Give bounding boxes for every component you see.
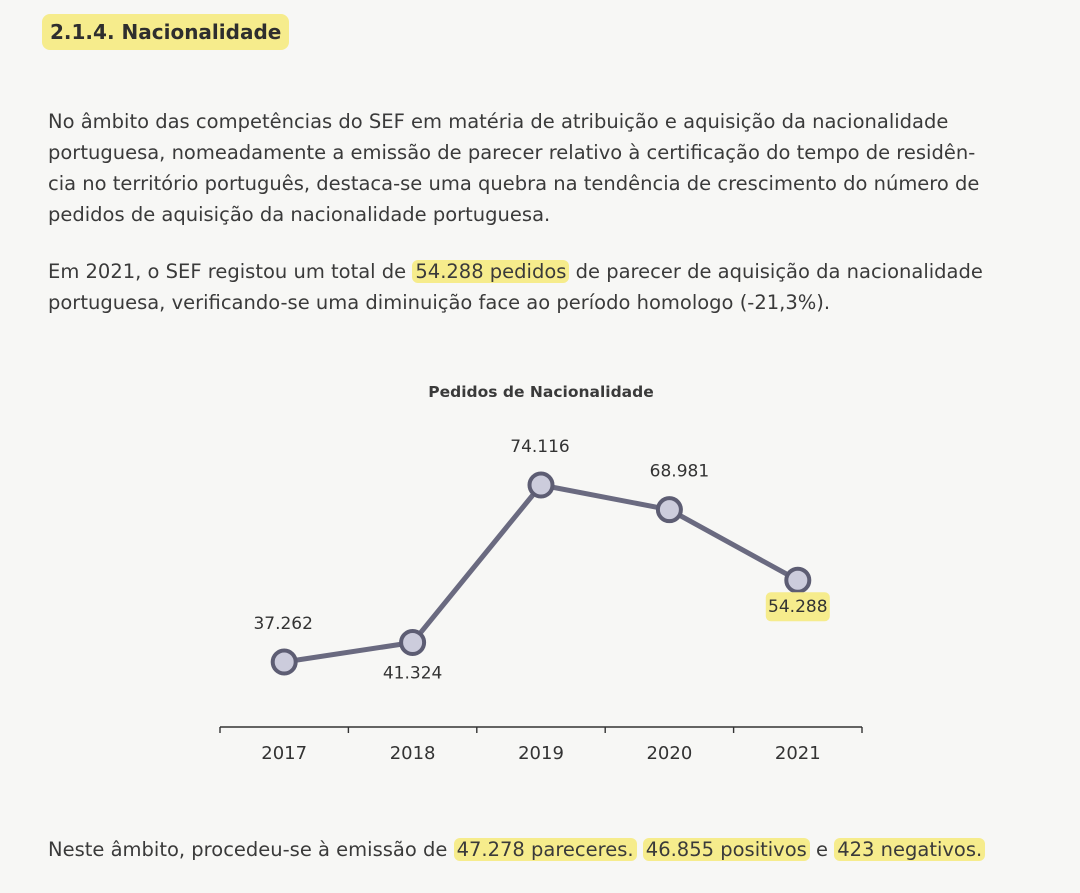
- data-label: 74.116: [510, 437, 569, 457]
- section-heading: 2.1.4. Nacionalidade: [42, 14, 290, 50]
- highlighted-opinions-total: 47.278 pareceres.: [453, 838, 637, 861]
- opinions-paragraph: Neste âmbito, procedeu-se à emissão de 4…: [48, 834, 1038, 865]
- text-segment: Neste âmbito, procedeu-se à emissão de: [48, 838, 454, 861]
- text-segment: e: [809, 838, 835, 861]
- data-point-marker: [784, 566, 812, 594]
- highlighted-positive-opinions: 46.855 positivos: [642, 838, 810, 861]
- series-line: [283, 482, 800, 665]
- data-point-marker: [270, 648, 298, 676]
- highlighted-total-requests: 54.288 pedidos: [412, 260, 570, 283]
- requests-paragraph: Em 2021, o SEF registou um total de 54.2…: [48, 256, 1038, 318]
- paragraph-line: Neste âmbito, procedeu-se à emissão de 4…: [48, 834, 1038, 865]
- text-segment: Em 2021, o SEF registou um total de: [48, 260, 413, 283]
- text-segment: [637, 838, 643, 861]
- paragraph-line: pedidos de aquisição da nacionalidade po…: [48, 203, 551, 226]
- x-tick-label: 2018: [390, 743, 436, 764]
- data-label: 37.262: [253, 614, 312, 634]
- x-tick-label: 2017: [261, 743, 307, 764]
- data-point-marker: [655, 496, 683, 524]
- intro-paragraph: No âmbito das competências do SEF em mat…: [48, 106, 1038, 230]
- paragraph-line: portuguesa, nomeadamente a emissão de pa…: [48, 141, 976, 164]
- nationality-requests-chart: Pedidos de Nacionalidade 2017 2018 2019 2020…: [219, 383, 863, 764]
- x-tick-label: 2020: [646, 743, 692, 764]
- chart-title: Pedidos de Nacionalidade: [428, 383, 654, 401]
- data-label: 41.324: [383, 663, 442, 683]
- paragraph-line: cia no território português, destaca-se …: [48, 172, 980, 195]
- highlighted-negative-opinions: 423 negativos.: [834, 838, 986, 861]
- x-tick-label: 2019: [518, 743, 564, 764]
- paragraph-line: Em 2021, o SEF registou um total de 54.2…: [48, 256, 1038, 287]
- data-label: 54.288: [768, 597, 827, 617]
- data-label: 68.981: [650, 462, 709, 482]
- paragraph-line: portuguesa, verificando-se uma diminuiçã…: [48, 291, 831, 314]
- data-label-highlight: [765, 592, 830, 622]
- text-segment: de parecer de aquisição da nacionalidade: [569, 260, 983, 283]
- x-tick-label: 2021: [775, 743, 821, 764]
- data-point-marker: [399, 628, 427, 656]
- data-point-marker: [527, 471, 555, 499]
- paragraph-line: No âmbito das competências do SEF em mat…: [48, 110, 949, 133]
